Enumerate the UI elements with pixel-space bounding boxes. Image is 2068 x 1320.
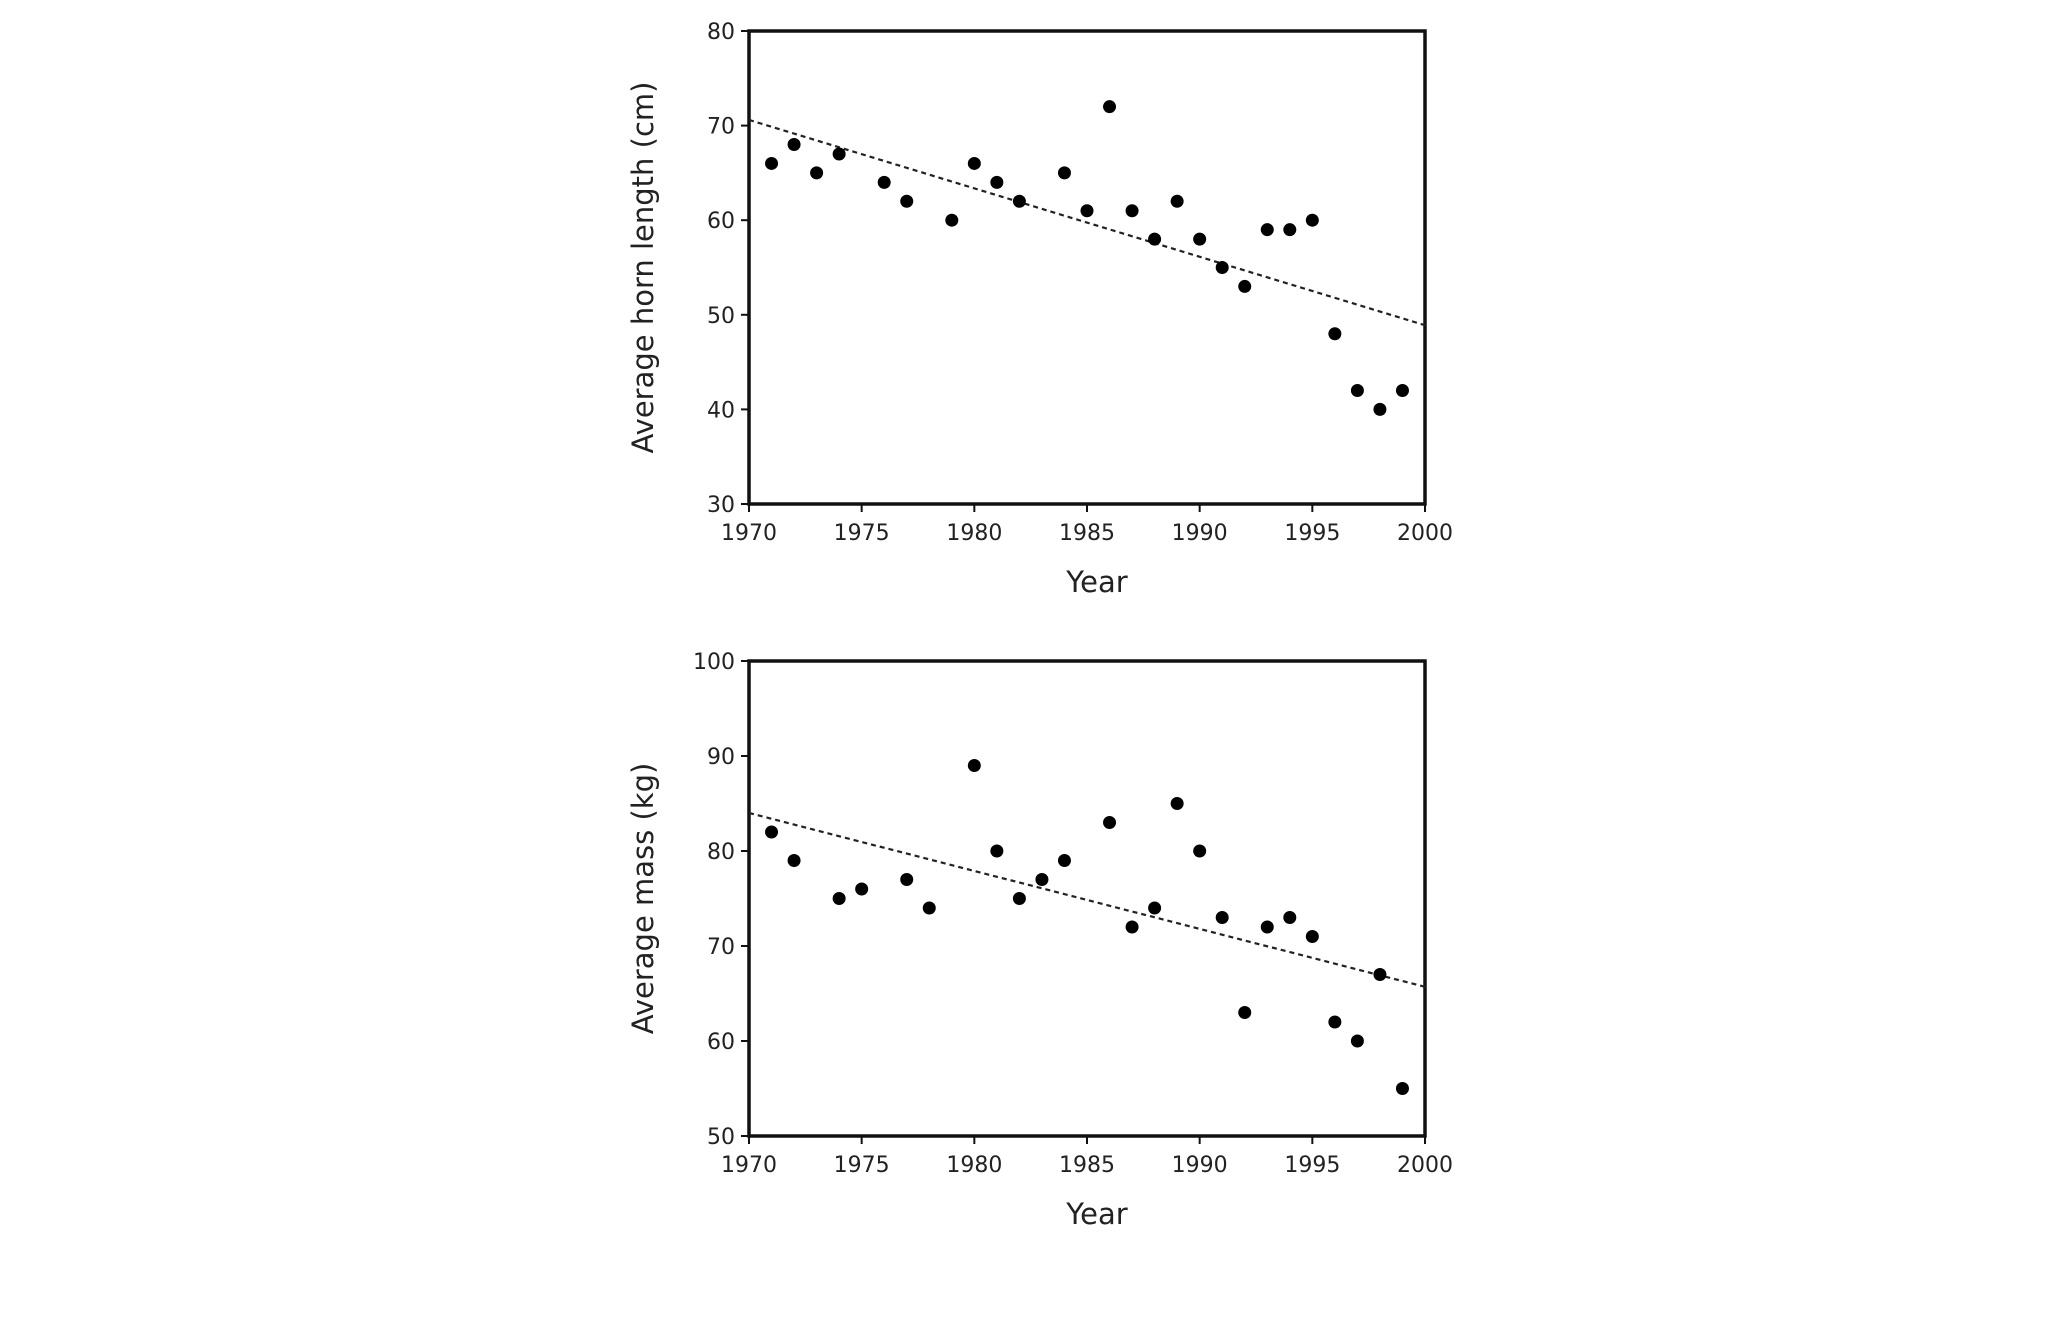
horn-plot-frame [747,29,1427,506]
mass-data-point [787,854,801,867]
horn-x-axis-title: Year [1065,565,1127,599]
horn-x-tick-label: 1985 [1059,521,1115,546]
mass-data-point [765,825,779,839]
horn-data-point [832,147,846,161]
mass-data-point [1283,911,1297,924]
horn-x-tick-label: 1975 [834,521,890,546]
horn-data-point [1193,232,1207,246]
horn-data-point [967,156,981,170]
horn-data-point [1373,402,1387,416]
mass-data-point [1305,930,1319,943]
horn-data-point [990,175,1004,189]
mass-x-tick-label: 1990 [1172,1153,1228,1178]
mass-data-point [967,759,981,772]
mass-x-tick-label: 1975 [834,1153,890,1178]
mass-x-axis-title: Year [1065,1197,1127,1231]
mass-y-tick-label: 70 [707,935,735,960]
horn-data-point [810,166,824,180]
horn-x-tick-label: 1995 [1284,521,1340,546]
mass-plot-frame [747,659,1427,1138]
horn-y-axis-title: Average horn length (cm) [626,82,660,454]
mass-x-tick-label: 1970 [721,1153,777,1178]
mass-data-point [1215,911,1229,924]
mass-data-point [990,844,1004,858]
horn-data-point [787,138,801,152]
horn-data-point [1057,166,1071,180]
horn-data-point [1080,204,1094,218]
horn-data-point [1238,279,1252,293]
horn-data-point [1103,100,1117,114]
horn-data-point [1170,194,1184,208]
mass-y-tick-label: 50 [707,1125,735,1150]
mass-x-tick-label: 1980 [946,1153,1002,1178]
mass-data-point [900,873,914,886]
mass-data-point [1373,968,1387,981]
mass-data-point [1125,920,1139,934]
horn-data-point [1283,223,1297,237]
mass-data-point [1395,1082,1409,1095]
horn-data-point [1215,261,1229,274]
mass-y-tick-label: 60 [707,1030,735,1055]
mass-x-tick-label: 1995 [1284,1153,1340,1178]
mass-y-tick-label: 80 [707,840,735,865]
mass-data-point [832,892,846,905]
horn-data-point [1305,213,1319,227]
horn-y-tick-label: 30 [707,493,735,518]
mass-x-tick-label: 2000 [1397,1153,1453,1178]
mass-data-point [1170,797,1184,810]
mass-chart: 1970 1975 1980 1985 1990 1995 2000 50 60 70 80 90 10… [626,650,1453,1231]
horn-data-point [765,156,779,170]
horn-data-point [900,194,914,208]
horn-y-tick-label: 40 [707,398,735,423]
mass-data-point [1260,920,1274,934]
horn-trend-line [748,118,1426,327]
mass-data-point [1012,892,1026,905]
horn-y-tick-label: 50 [707,304,735,329]
mass-x-tick-label: 1985 [1059,1153,1115,1178]
horn-data-point [1328,327,1342,341]
horn-data-point [945,213,959,227]
mass-data-point [1350,1034,1364,1048]
horn-data-point [1125,204,1139,218]
horn-data-point [1395,383,1409,397]
mass-data-point [1328,1015,1342,1029]
mass-data-point [1035,873,1049,886]
mass-data-point [1103,816,1117,829]
mass-data-point [855,882,869,896]
mass-data-point [1057,854,1071,867]
horn-x-tick-label: 1980 [946,521,1002,546]
horn-y-tick-label: 70 [707,115,735,140]
horn-length-chart: 1970 1975 1980 1985 1990 1995 2000 30 40 50 60 70 80… [626,20,1453,599]
mass-y-tick-label: 90 [707,745,735,770]
horn-data-point [1350,383,1364,397]
horn-data-point [1260,223,1274,237]
mass-data-point [1148,901,1162,915]
horn-x-tick-label: 1990 [1172,521,1228,546]
horn-y-tick-label: 60 [707,209,735,234]
horn-x-tick-label: 2000 [1397,521,1453,546]
horn-data-point [1148,232,1162,246]
horn-data-point [1012,194,1026,208]
mass-y-axis-title: Average mass (kg) [626,763,660,1035]
horn-x-tick-label: 1970 [721,521,777,546]
mass-trend-line [748,811,1426,988]
horn-y-tick-label: 80 [707,20,735,45]
mass-data-point [1193,844,1207,858]
mass-data-point [922,901,936,915]
mass-y-tick-label: 100 [693,650,735,675]
mass-data-point [1238,1006,1252,1019]
horn-data-point [877,175,891,189]
